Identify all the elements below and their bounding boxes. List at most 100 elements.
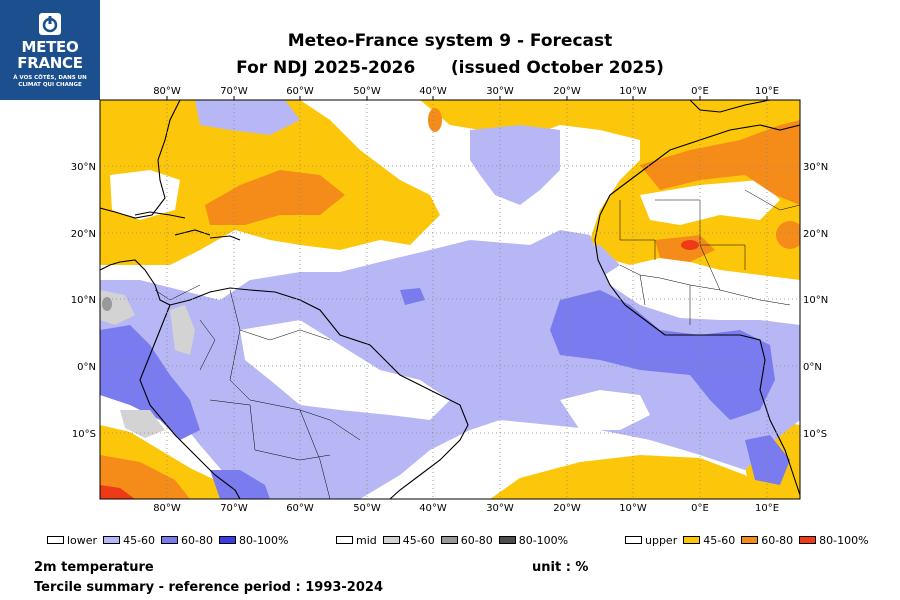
neutral-gap-amazon (240, 320, 450, 420)
lat-label-30n: 30°N (71, 162, 96, 173)
legend-swatch-upper-45-60 (683, 536, 701, 544)
legend-lower-45-60-label: 45-60 (123, 533, 156, 547)
legend-mid-45-60-label: 45-60 (402, 533, 435, 547)
lat-label-10s: 10°S (72, 429, 96, 440)
legend-upper-label: upper (645, 533, 678, 547)
lat-label-10s-right: 10°S (803, 429, 827, 440)
meteo-france-logo: METEO FRANCE À VOS CÔTÉS, DANS UN CLIMAT… (0, 0, 100, 100)
legend-lower: lower 45-60 60-80 80-100% (47, 533, 294, 547)
legend-swatch-lower (47, 536, 64, 544)
lon-label-50w: 50°W (353, 86, 381, 97)
lon-label-80w: 80°W (153, 86, 181, 97)
legend-mid: mid 45-60 60-80 80-100% (336, 533, 574, 547)
graticule (100, 100, 800, 499)
latitude-labels-left: 30°N 20°N 10°N 0°N 10°S (71, 162, 96, 440)
legend-swatch-upper (625, 536, 642, 544)
lon-label-10w-bottom: 10°W (619, 503, 647, 514)
lon-label-80w-bottom: 80°W (153, 503, 181, 514)
lower-60-80-pacific-coast (100, 325, 200, 440)
lon-label-70w: 70°W (220, 86, 248, 97)
coastline-central-america (100, 259, 171, 306)
lower-field-main (100, 230, 800, 499)
lower-60-80-gulf-of-guinea (550, 290, 775, 420)
forecast-map: 80°W 70°W 60°W 50°W 40°W 30°W 20°W 10°W … (71, 86, 828, 514)
legend-lower-60-80-label: 60-80 (181, 533, 214, 547)
legend-swatch-mid (336, 536, 353, 544)
lat-label-10n: 10°N (71, 295, 96, 306)
upper-80-100-sahel (681, 240, 699, 250)
legend-mid-label: mid (356, 533, 377, 547)
meteo-france-emblem-icon (39, 13, 61, 35)
logo-brand-line2: FRANCE (17, 54, 83, 72)
legend-swatch-mid-60-80 (440, 536, 458, 544)
lon-label-0e: 0°E (691, 86, 709, 97)
legend-swatch-upper-80-100 (799, 536, 817, 544)
logo-brand-line1: METEO (21, 38, 79, 56)
lon-label-60w: 60°W (286, 86, 314, 97)
upper-60-80-north-africa (640, 120, 800, 205)
longitude-labels-bottom: 80°W 70°W 60°W 50°W 40°W 30°W 20°W 10°W … (153, 503, 779, 514)
upper-field-north-atlantic (420, 100, 800, 280)
lon-label-70w-bottom: 70°W (220, 503, 248, 514)
lat-label-0n: 0°N (77, 362, 96, 373)
chart-title-line1: Meteo-France system 9 - Forecast (287, 31, 613, 51)
legend-upper: upper 45-60 60-80 80-100% (625, 533, 875, 547)
lower-60-80-central-atlantic (400, 288, 425, 305)
lower-60-80-andes (210, 470, 270, 499)
lon-label-50w-bottom: 50°W (353, 503, 381, 514)
lat-label-20n: 20°N (71, 229, 96, 240)
legend-swatch-mid-45-60 (382, 536, 400, 544)
legend-lower-label: lower (67, 533, 98, 547)
lat-label-20n-right: 20°N (803, 229, 828, 240)
issue-date: (issued October 2025) (450, 58, 664, 78)
lon-label-0e-bottom: 0°E (691, 503, 709, 514)
lon-label-30w: 30°W (486, 86, 514, 97)
map-frame (99, 99, 801, 500)
lon-label-60w-bottom: 60°W (286, 503, 314, 514)
lon-label-10w: 10°W (619, 86, 647, 97)
legend-swatch-lower-80-100 (219, 536, 237, 544)
lat-label-30n-right: 30°N (803, 162, 828, 173)
legend-swatch-mid-80-100 (498, 536, 516, 544)
variable-label: 2m temperature (34, 560, 154, 575)
legend-upper-80-100-label: 80-100% (819, 533, 869, 547)
coastlines (100, 100, 800, 499)
lat-label-0n-right: 0°N (803, 362, 822, 373)
legend-mid-45-60: 45-60 (382, 533, 435, 547)
legend-upper-base: upper (625, 534, 677, 547)
upper-60-80-spot (428, 108, 442, 132)
legend-lower-60-80: 60-80 (161, 534, 213, 547)
legend-upper-60-80: 60-80 (741, 534, 793, 547)
lon-label-10e-bottom: 10°E (755, 503, 779, 514)
longitude-labels: 80°W 70°W 60°W 50°W 40°W 30°W 20°W 10°W … (153, 86, 779, 97)
lower-field-gulf-of-guinea-north (560, 245, 620, 278)
legend-mid-60-80-label: 60-80 (460, 533, 493, 547)
chart-title-line2: For NDJ 2025-2026 (issued October 2025) (0, 58, 900, 78)
legend-mid-80-100-label: 80-100% (518, 533, 569, 547)
neutral-gap-sahara (640, 180, 780, 225)
lon-label-40w-bottom: 40°W (419, 503, 447, 514)
lon-label-40w: 40°W (419, 86, 447, 97)
upper-60-80-atlantic-band (205, 170, 345, 225)
upper-80-100-southeast-pacific (100, 485, 135, 499)
unit-label: unit : % (532, 560, 589, 575)
mid-60-80-spot (102, 297, 112, 311)
mid-45-60-andes (170, 305, 195, 355)
legend-lower-base: lower (47, 534, 97, 547)
lower-field-mid-atlantic (470, 125, 560, 205)
mid-45-60-peru (120, 410, 165, 438)
coastline-north-america (100, 100, 181, 219)
legend-swatch-lower-60-80 (161, 536, 179, 544)
legend-upper-60-80-label: 60-80 (761, 533, 794, 547)
logo-tagline: À VOS CÔTÉS, DANS UN CLIMAT QUI CHANGE (13, 75, 87, 88)
upper-60-80-southeast-pacific (100, 455, 190, 499)
legend-upper-80-100: 80-100% (799, 533, 869, 547)
legend-swatch-lower-45-60 (103, 536, 121, 544)
legend-swatch-upper-60-80 (741, 536, 759, 544)
legend-lower-80-100-label: 80-100% (239, 533, 289, 547)
coastline-europe (689, 100, 771, 113)
probability-fields (100, 100, 800, 499)
lon-label-10e: 10°E (755, 86, 779, 97)
lower-60-80-south-africa (745, 435, 790, 485)
neutral-gap-caribbean (110, 170, 180, 220)
